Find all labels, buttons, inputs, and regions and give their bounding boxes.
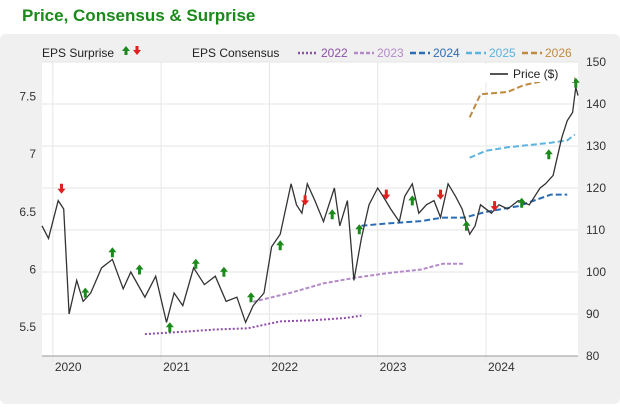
x-tick: 2022 [271, 360, 298, 374]
y-right-tick: 110 [586, 223, 605, 237]
up-arrow-icon [191, 258, 200, 269]
consensus-line-2023 [252, 262, 465, 303]
y-left-tick: 6.5 [19, 205, 36, 219]
legend-year-2026: 2026 [545, 46, 572, 60]
chart-title: Price, Consensus & Surprise [22, 6, 256, 25]
up-arrow-icon [135, 264, 144, 275]
y-right-tick: 120 [586, 181, 606, 195]
y-right-tick: 130 [586, 139, 606, 153]
down-arrow-icon [133, 46, 141, 55]
down-arrow-icon [490, 201, 499, 212]
x-tick: 2021 [163, 360, 190, 374]
x-tick: 2024 [488, 360, 515, 374]
up-arrow-icon [328, 209, 337, 220]
up-arrow-icon [276, 240, 285, 251]
y-right-tick: 100 [586, 265, 606, 279]
x-tick: 2023 [380, 360, 407, 374]
x-tick: 2020 [55, 360, 82, 374]
y-left-tick: 6 [29, 263, 36, 277]
legend-years: 2022 2023 2024 2025 2026 [298, 46, 572, 60]
down-arrow-icon [436, 189, 445, 200]
y-right-tick: 90 [586, 307, 600, 321]
up-arrow-icon [247, 292, 255, 303]
legend-eps-surprise: EPS Surprise [42, 46, 114, 60]
plot-area [42, 62, 578, 356]
up-arrow-icon [462, 220, 471, 231]
legend-year-2024: 2024 [433, 46, 460, 60]
legend-year-2025: 2025 [489, 46, 516, 60]
y-axis-left: 5.5 6 6.5 7 7.5 [19, 90, 36, 335]
up-arrow-icon [108, 247, 117, 258]
y-right-tick: 80 [586, 349, 600, 363]
legend-year-2023: 2023 [377, 46, 404, 60]
up-arrow-icon [219, 266, 228, 277]
y-left-tick: 7 [29, 147, 36, 161]
legend-price: Price ($) [513, 67, 558, 81]
x-axis: 2020 2021 2022 2023 2024 [42, 355, 578, 374]
up-arrow-icon [81, 287, 90, 298]
up-arrow-icon [517, 197, 526, 208]
up-arrow-icon [122, 46, 130, 55]
y-right-tick: 150 [586, 55, 606, 69]
up-arrow-icon [355, 224, 364, 235]
consensus-line-2025 [469, 133, 576, 159]
legend-price-box [484, 64, 574, 82]
up-arrow-icon [165, 322, 174, 333]
y-left-tick: 5.5 [19, 320, 36, 334]
chart-panel: 5.5 6 6.5 7 7.5 80 90 100 110 120 130 140 150 2020 2… [0, 34, 620, 404]
up-arrow-icon [408, 195, 417, 206]
y-axis-right: 80 90 100 110 120 130 140 150 [586, 55, 606, 363]
up-arrow-icon [544, 149, 553, 160]
y-left-tick: 7.5 [19, 90, 36, 104]
down-arrow-icon [57, 183, 66, 194]
down-arrow-icon [382, 189, 391, 200]
legend: EPS Surprise EPS Consensus 2022 2023 2024 2… [42, 46, 574, 82]
down-arrow-icon [301, 195, 310, 206]
legend-eps-consensus: EPS Consensus [192, 46, 279, 60]
y-right-tick: 140 [586, 97, 606, 111]
surprise-arrows [57, 77, 580, 333]
legend-year-2022: 2022 [321, 46, 348, 60]
